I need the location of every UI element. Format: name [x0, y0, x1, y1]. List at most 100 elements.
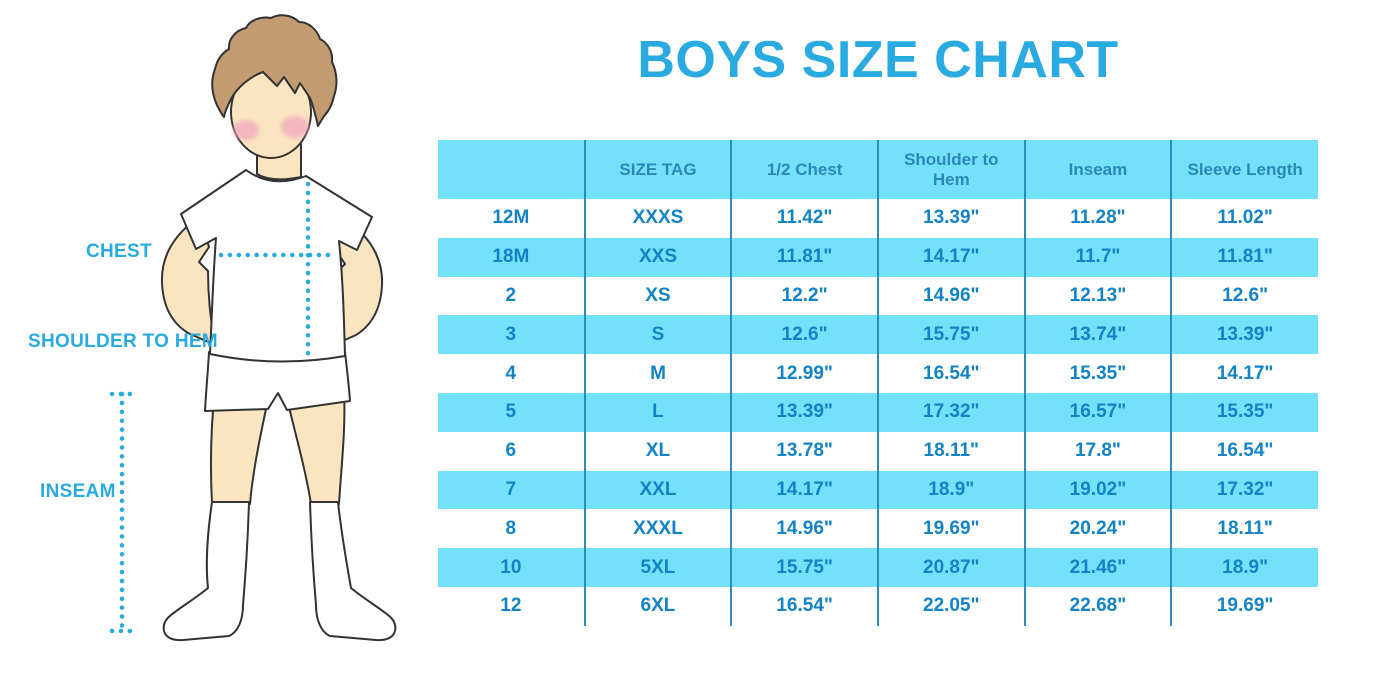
- table-cell: 18.9": [1170, 548, 1318, 587]
- boy-sock-left: [162, 501, 250, 642]
- table-cell: 15.75": [730, 548, 878, 587]
- table-cell: 13.39": [876, 199, 1025, 238]
- table-cell: 22.05": [876, 586, 1025, 626]
- table-cell: XXXS: [583, 199, 732, 238]
- table-cell: 2: [505, 284, 517, 306]
- table-cell: 6XL: [583, 586, 732, 626]
- cheek-right: [281, 116, 309, 138]
- table-cell: 20.87": [876, 548, 1025, 587]
- table-cell: 11.42": [730, 199, 878, 238]
- table-cell: L: [583, 392, 732, 432]
- page-title: BOYS SIZE CHART: [637, 31, 1119, 89]
- table-cell: 14.17": [1170, 354, 1318, 393]
- table-cell: XXL: [583, 470, 732, 510]
- table-cell: 16.54": [1170, 431, 1318, 471]
- table-cell: 12.13": [1023, 276, 1172, 316]
- table-cell: 11.28": [1023, 199, 1172, 238]
- table-cell: 14.17": [730, 470, 878, 510]
- table-row: 5 L 13.39" 17.32" 16.57" 15.35": [438, 392, 1318, 432]
- table-row: 7 XXL 14.17" 18.9" 19.02" 17.32": [438, 470, 1318, 510]
- table-cell: 5XL: [583, 548, 732, 587]
- table-cell: 8: [505, 517, 517, 539]
- table-cell: 11.02": [1170, 199, 1318, 238]
- table-cell: 5: [438, 392, 585, 432]
- table-cell: 15.75": [876, 315, 1025, 355]
- header-cell-shoulder-to-hem: Shoulder to Hem: [876, 140, 1025, 199]
- inseam-label: INSEAM: [40, 481, 116, 502]
- table-cell: 12M: [492, 207, 530, 229]
- table-row: 3 S 12.6" 15.75" 13.74" 13.39": [438, 315, 1318, 355]
- table-cell: 20.24": [1023, 509, 1172, 549]
- table-cell: 14.96": [730, 509, 878, 549]
- header-cell-inseam: Inseam: [1023, 140, 1172, 199]
- table-cell: 13.78": [730, 431, 878, 471]
- table-cell: 15.35": [1170, 392, 1318, 432]
- shoulder-to-hem-label: SHOULDER TO HEM: [28, 331, 218, 352]
- table-cell: 16.57": [1023, 392, 1172, 432]
- table-cell: 19.69": [1170, 586, 1318, 626]
- table-cell: 11.81": [730, 237, 878, 277]
- table-row: 12 6XL 16.54" 22.05" 22.68" 19.69": [438, 586, 1318, 626]
- table-cell: 12.2": [730, 276, 878, 316]
- chest-label: CHEST: [86, 241, 152, 262]
- table-cell: 12: [500, 595, 522, 617]
- header-cell-sleeve-length: Sleeve Length: [1170, 140, 1318, 199]
- boy-sock-right: [309, 501, 397, 642]
- table-cell: 4: [505, 362, 517, 384]
- header-row: SIZE TAG 1/2 Chest Shoulder to Hem Insea…: [438, 140, 1318, 199]
- header-cell-size: [438, 140, 585, 199]
- boy-illustration: [109, 14, 397, 642]
- table-row: 8 XXXL 14.96" 19.69" 20.24" 18.11": [438, 509, 1318, 549]
- boy-hair: [211, 14, 338, 127]
- table-row: 12M XXXS 11.42" 13.39" 11.28" 11.02": [438, 199, 1318, 238]
- table-cell: 17.32": [1170, 470, 1318, 510]
- table-row: 6 XL 13.78" 18.11" 17.8" 16.54": [438, 431, 1318, 471]
- header-cell-half-chest: 1/2 Chest: [730, 140, 878, 199]
- measurement-figure: CHEST SHOULDER TO HEM INSEAM: [0, 0, 430, 700]
- table-cell: 18.9": [876, 470, 1025, 510]
- table-cell: 18.11": [876, 431, 1025, 471]
- table-cell: 11.7": [1023, 237, 1172, 277]
- table-row: 10 5XL 15.75" 20.87" 21.46" 18.9": [438, 548, 1318, 587]
- table-cell: 22.68": [1023, 586, 1172, 626]
- table-cell: 13.39": [1170, 315, 1318, 355]
- table-cell: 10: [438, 548, 585, 587]
- size-table: SIZE TAG 1/2 Chest Shoulder to Hem Insea…: [438, 140, 1318, 626]
- table-cell: 12.99": [730, 354, 878, 393]
- table-row: 2 XS 12.2" 14.96" 12.13" 12.6": [438, 276, 1318, 316]
- table-cell: 19.02": [1023, 470, 1172, 510]
- table-cell: 11.81": [1170, 237, 1318, 277]
- table-row: 4 M 12.99" 16.54" 15.35" 14.17": [438, 354, 1318, 393]
- cheek-left: [233, 120, 259, 140]
- table-cell: 14.96": [876, 276, 1025, 316]
- table-cell: 19.69": [876, 509, 1025, 549]
- table-cell: XL: [583, 431, 732, 471]
- table-cell: 21.46": [1023, 548, 1172, 587]
- header-cell-size-tag: SIZE TAG: [583, 140, 732, 199]
- table-cell: 15.35": [1023, 354, 1172, 393]
- table-cell: 16.54": [730, 586, 878, 626]
- table-cell: 17.32": [876, 392, 1025, 432]
- table-cell: 12.6": [1170, 276, 1318, 316]
- table-cell: 18.11": [1170, 509, 1318, 549]
- table-cell: XXXL: [583, 509, 732, 549]
- table-cell: M: [583, 354, 732, 393]
- table-cell: 12.6": [730, 315, 878, 355]
- boy-shorts: [204, 351, 351, 412]
- table-cell: S: [583, 315, 732, 355]
- table-cell: 3: [438, 315, 585, 355]
- table-cell: 13.39": [730, 392, 878, 432]
- boy-leg-left: [210, 389, 271, 505]
- table-cell: 18M: [438, 237, 585, 277]
- boy-shirt: [180, 169, 373, 363]
- table-cell: 16.54": [876, 354, 1025, 393]
- table-cell: 17.8": [1023, 431, 1172, 471]
- table-cell: 6: [505, 440, 517, 462]
- table-cell: 7: [438, 470, 585, 510]
- table-row: 18M XXS 11.81" 14.17" 11.7" 11.81": [438, 237, 1318, 277]
- table-cell: 14.17": [876, 237, 1025, 277]
- table-cell: 13.74": [1023, 315, 1172, 355]
- table-cell: XXS: [583, 237, 732, 277]
- table-cell: XS: [583, 276, 732, 316]
